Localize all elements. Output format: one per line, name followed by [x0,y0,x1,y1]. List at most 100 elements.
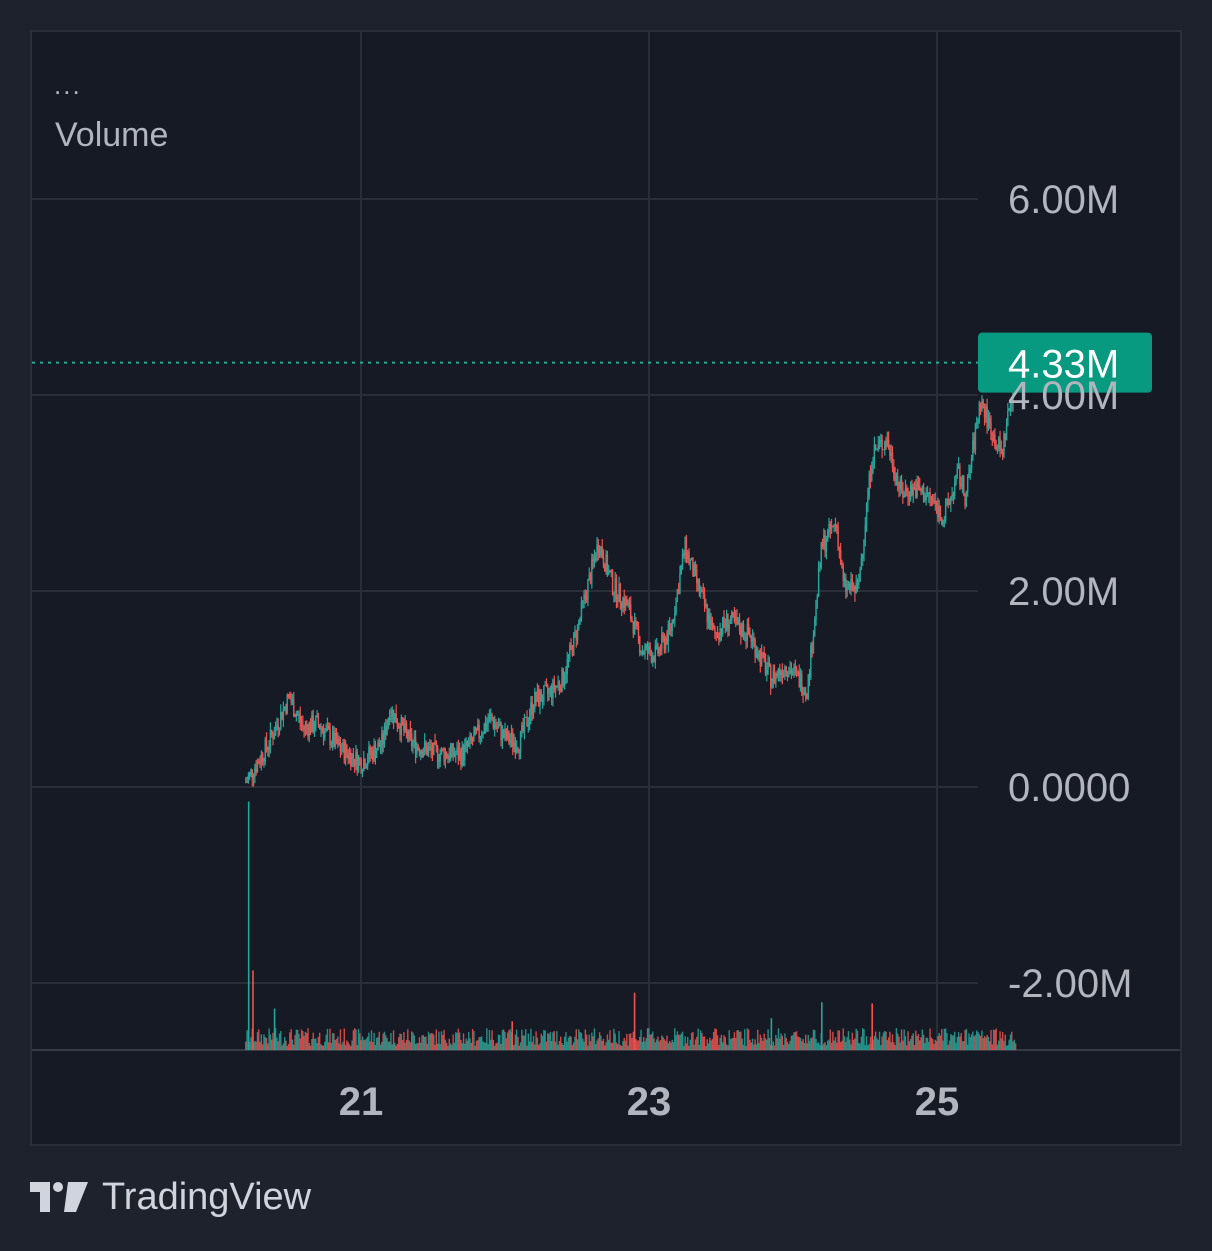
candle-body [622,597,624,608]
candle-body [816,596,819,601]
volume-bar [792,1035,794,1050]
volume-bar [312,1032,314,1050]
candle-body [907,490,909,498]
volume-bar [720,1034,723,1050]
candle-body [699,590,702,594]
candle-body [764,658,767,674]
volume-bar [372,1041,374,1050]
volume-bar [302,1031,304,1050]
volume-bar [390,1032,392,1050]
candle-body [837,527,839,549]
candle-body [364,759,366,768]
candle-body [768,662,771,666]
candle-body [836,525,838,528]
volume-bar [900,1029,903,1050]
candle-body [443,749,445,762]
legend-more-dots[interactable]: ... [54,70,82,100]
volume-bar [915,1030,917,1050]
volume-bar [867,1045,869,1050]
candle-body [267,748,269,750]
volume-bar [601,1040,603,1050]
volume-bar [658,1041,660,1050]
candle-body [290,699,292,703]
candle-body [286,694,288,714]
candle-body [346,745,348,754]
volume-bar [934,1039,936,1050]
candle-body [291,699,294,703]
volume-bar [701,1032,703,1050]
candle-body [344,745,347,761]
volume-bar [937,1036,939,1050]
candle-body [368,746,370,761]
volume-bar [836,1042,838,1050]
volume-bar [763,1033,765,1050]
candle-body [693,564,695,577]
candle-body [983,408,986,418]
volume-bar [991,1044,993,1050]
candle-body [277,725,279,730]
volume-bar [298,1033,300,1050]
volume-bar [957,1032,960,1050]
volume-bar [521,1029,523,1050]
volume-bar [364,1040,366,1050]
volume-bar [261,1044,264,1050]
candle-body [782,672,785,677]
volume-bar [681,1031,684,1050]
candle-body [900,479,903,491]
candle-body [935,500,938,506]
candle-body [830,525,833,532]
volume-bar [614,1033,616,1050]
volume-bar [969,1037,971,1050]
volume-bar [852,1039,855,1050]
volume-bar [548,1034,550,1050]
candle-body [484,723,487,730]
candle-body [475,727,478,731]
brand-footer[interactable]: TradingView [30,1174,311,1220]
candle-body [974,424,977,450]
candle-body [786,672,789,677]
candle-body [460,750,462,765]
candle-body [697,579,699,584]
candle-body [528,716,531,724]
candle-body [744,637,746,639]
candle-body [709,615,711,630]
candle-body [258,761,260,764]
candle-body [646,644,649,653]
volume-bar [854,1038,856,1050]
volume-bar [733,1032,736,1050]
candle-body [283,706,286,709]
volume-bar [475,1040,478,1050]
candle-body [325,727,327,731]
volume-bar [622,1041,624,1050]
candle-body [869,473,872,481]
candle-body [322,730,325,738]
candle-body [931,498,934,500]
volume-bar [736,1030,738,1050]
volume-bar [294,1035,296,1050]
volume-bar [635,1039,637,1050]
volume-bar [996,1044,999,1050]
candle-body [289,695,291,700]
candle-body [785,666,787,673]
volume-bar [846,1037,848,1050]
volume-bar [810,1038,812,1050]
candle-body [978,402,981,419]
volume-bar [667,1043,669,1050]
volume-bar [707,1043,710,1050]
volume-bar [541,1035,544,1050]
candle-body [526,716,528,727]
volume-bar [884,1030,886,1050]
volume-bar [537,1044,540,1050]
volume-bar [674,1028,676,1050]
volume-bar [849,1039,851,1050]
candle-body [930,497,933,499]
candle-body [356,751,358,771]
volume-bar [881,1036,883,1050]
candle-body [954,483,956,497]
candle-body [457,747,460,760]
volume-bar [724,1037,727,1050]
volume-bar [729,1038,732,1050]
last-price-label: 4.33M [1008,343,1119,387]
chart-area[interactable] [30,30,1182,1146]
